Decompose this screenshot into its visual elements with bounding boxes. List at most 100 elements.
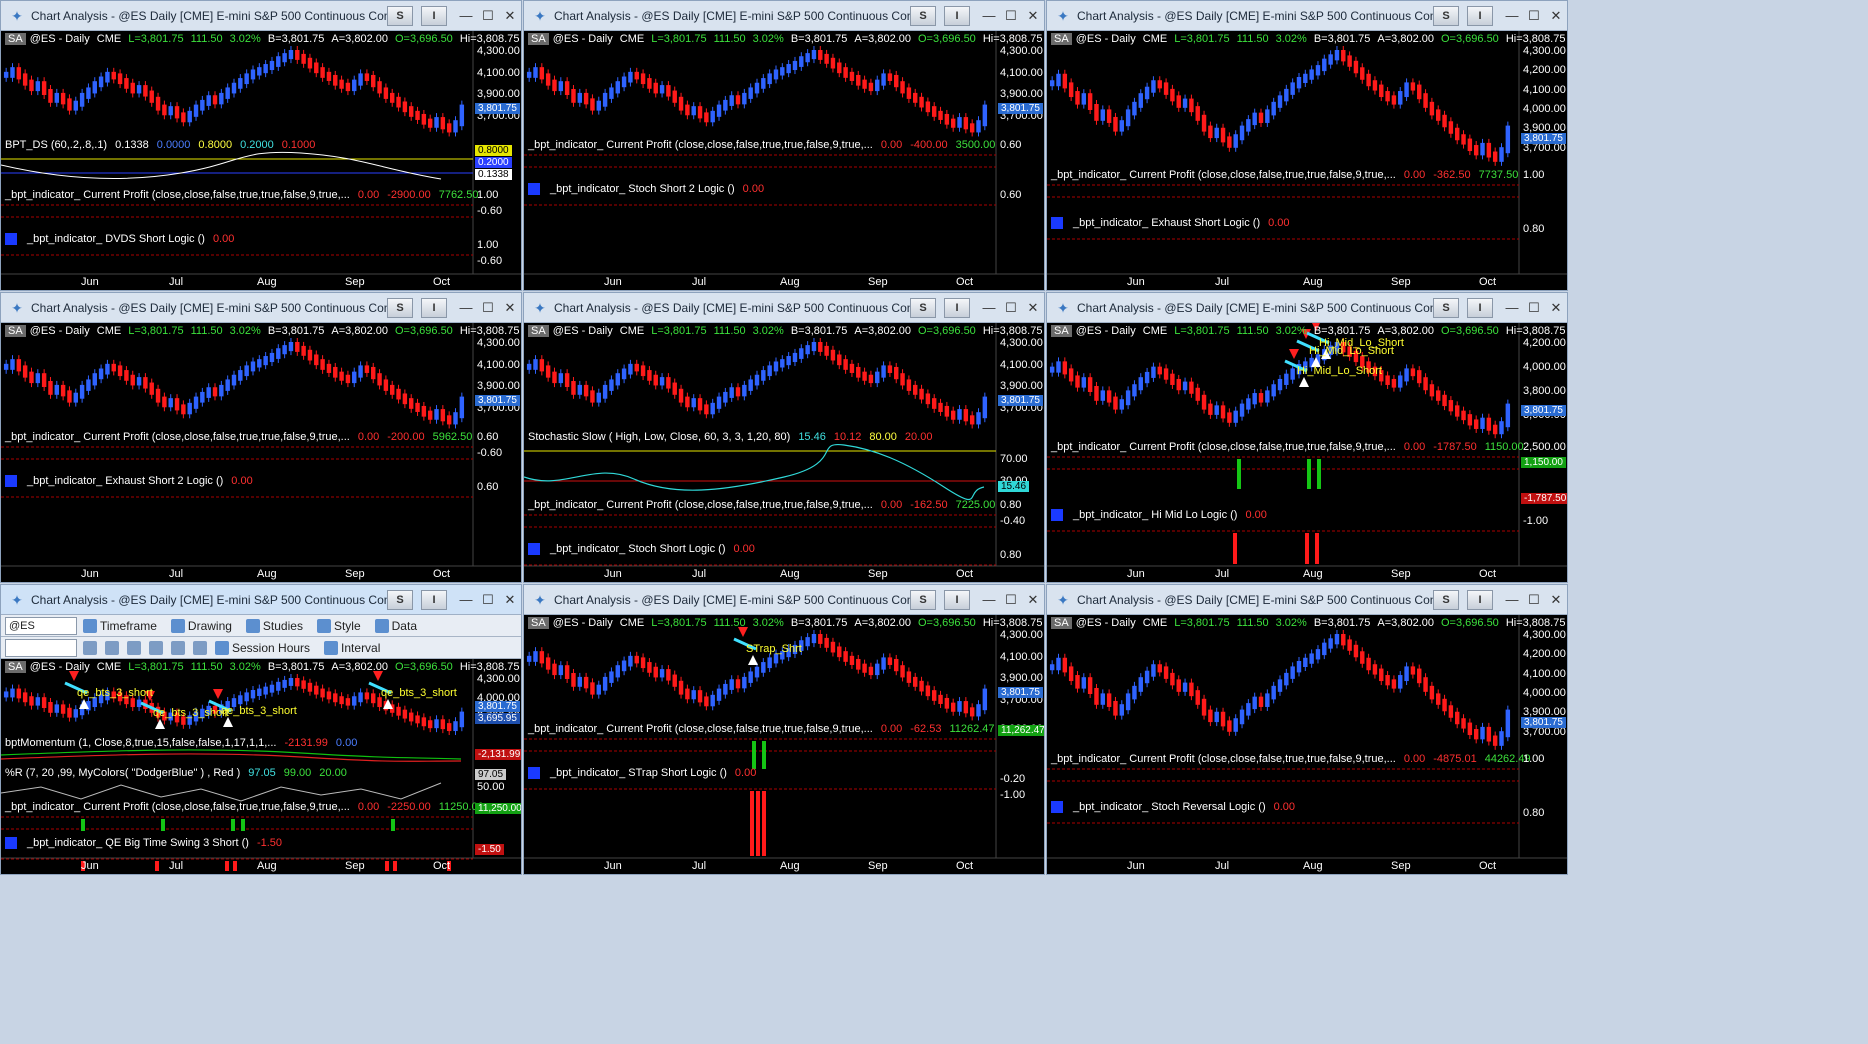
minimize-icon[interactable]: — (459, 592, 473, 607)
close-icon[interactable]: ✕ (1550, 591, 1562, 607)
interval-menu[interactable]: Interval (324, 640, 380, 655)
chart-window[interactable]: ✦ Chart Analysis - @ES Daily [CME] E-mini… (523, 0, 1045, 291)
maximize-icon[interactable]: ☐ (1005, 7, 1017, 23)
window-titlebar[interactable]: ✦ Chart Analysis - @ES Daily [CME] E-mini… (524, 1, 1044, 31)
studies-menu[interactable]: Studies (245, 618, 303, 633)
logic-legend[interactable]: _bpt_indicator_ Hi Mid Lo Logic () 0.00 (1051, 509, 1267, 522)
maximize-icon[interactable]: ☐ (1528, 591, 1540, 607)
chart-body[interactable]: SA @ES - Daily CME L=3,801.75 111.50 3.02% B=3… (1047, 31, 1567, 290)
s-link-button[interactable]: S (1433, 589, 1459, 610)
close-icon[interactable]: ✕ (1550, 299, 1562, 315)
indicator-legend[interactable]: _bpt_indicator_ Current Profit (close,cl… (5, 189, 478, 201)
logic-legend[interactable]: _bpt_indicator_ DVDS Short Logic () 0.00 (5, 233, 234, 246)
chart-window[interactable]: ✦ Chart Analysis - @ES Daily [CME] E-mini… (0, 584, 522, 875)
sa-badge[interactable]: SA (528, 617, 549, 629)
toolbar-tool-icon[interactable] (149, 640, 163, 655)
indicator-legend[interactable]: %R (7, 20 ,99, MyColors( "DodgerBlue" ) … (5, 767, 347, 779)
chart-window[interactable]: ✦ Chart Analysis - @ES Daily [CME] E-mini… (1046, 292, 1568, 583)
i-link-button[interactable]: I (1467, 297, 1493, 318)
sa-badge[interactable]: SA (5, 33, 26, 45)
minimize-icon[interactable]: — (982, 592, 996, 607)
chart-window[interactable]: ✦ Chart Analysis - @ES Daily [CME] E-mini… (523, 584, 1045, 875)
i-link-button[interactable]: I (421, 589, 447, 610)
chart-window[interactable]: ✦ Chart Analysis - @ES Daily [CME] E-mini… (523, 292, 1045, 583)
minimize-icon[interactable]: — (1505, 300, 1519, 315)
window-titlebar[interactable]: ✦ Chart Analysis - @ES Daily [CME] E-mini… (1, 585, 521, 615)
indicator-legend[interactable]: _bpt_indicator_ Current Profit (close,cl… (1051, 441, 1524, 453)
maximize-icon[interactable]: ☐ (482, 7, 494, 23)
style-menu[interactable]: Style (316, 618, 361, 633)
indicator-legend[interactable]: BPT_DS (60,.2,.8,.1) 0.1338 0.0000 0.8000 0.… (5, 139, 315, 151)
window-titlebar[interactable]: ✦ Chart Analysis - @ES Daily [CME] E-mini… (524, 293, 1044, 323)
indicator-legend[interactable]: _bpt_indicator_ Current Profit (close,cl… (5, 801, 484, 813)
logic-legend[interactable]: _bpt_indicator_ Stoch Short Logic () 0.00 (528, 543, 755, 556)
maximize-icon[interactable]: ☐ (1005, 299, 1017, 315)
i-link-button[interactable]: I (944, 589, 970, 610)
maximize-icon[interactable]: ☐ (482, 299, 494, 315)
chart-body[interactable]: SA @ES - Daily CME L=3,801.75 111.50 3.02% B=3… (1, 659, 521, 874)
logic-legend[interactable]: _bpt_indicator_ Stoch Short 2 Logic () 0.… (528, 183, 764, 196)
indicator-legend[interactable]: Stochastic Slow ( High, Low, Close, 60, … (528, 431, 932, 443)
i-link-button[interactable]: I (1467, 5, 1493, 26)
session-hours-menu[interactable]: Session Hours (215, 640, 310, 655)
indicator-legend[interactable]: _bpt_indicator_ Current Profit (close,cl… (1051, 753, 1531, 765)
chart-body[interactable]: SA @ES - Daily CME L=3,801.75 111.50 3.02% B=3… (1, 31, 521, 290)
window-titlebar[interactable]: ✦ Chart Analysis - @ES Daily [CME] E-mini… (1047, 585, 1567, 615)
window-titlebar[interactable]: ✦ Chart Analysis - @ES Daily [CME] E-mini… (524, 585, 1044, 615)
timeframe-menu[interactable]: Timeframe (83, 618, 157, 633)
window-titlebar[interactable]: ✦ Chart Analysis - @ES Daily [CME] E-mini… (1, 1, 521, 31)
logic-legend[interactable]: _bpt_indicator_ QE Big Time Swing 3 Shor… (5, 837, 282, 850)
chart-body[interactable]: SA @ES - Daily CME L=3,801.75 111.50 3.02% B=3… (524, 615, 1044, 874)
indicator-legend[interactable]: _bpt_indicator_ Current Profit (close,cl… (1051, 169, 1518, 181)
s-link-button[interactable]: S (387, 589, 413, 610)
chart-window[interactable]: ✦ Chart Analysis - @ES Daily [CME] E-mini… (0, 0, 522, 291)
window-titlebar[interactable]: ✦ Chart Analysis - @ES Daily [CME] E-mini… (1047, 293, 1567, 323)
chart-body[interactable]: SA @ES - Daily CME L=3,801.75 111.50 3.02% B=3… (524, 31, 1044, 290)
maximize-icon[interactable]: ☐ (1528, 7, 1540, 23)
logic-legend[interactable]: _bpt_indicator_ Exhaust Short Logic () 0.… (1051, 217, 1290, 230)
chart-body[interactable]: SA @ES - Daily CME L=3,801.75 111.50 3.02% B=3… (1047, 323, 1567, 582)
chart-body[interactable]: SA @ES - Daily CME L=3,801.75 111.50 3.02% B=3… (524, 323, 1044, 582)
i-link-button[interactable]: I (944, 5, 970, 26)
s-link-button[interactable]: S (1433, 297, 1459, 318)
maximize-icon[interactable]: ☐ (1005, 591, 1017, 607)
close-icon[interactable]: ✕ (504, 299, 516, 315)
s-link-button[interactable]: S (387, 5, 413, 26)
close-icon[interactable]: ✕ (1027, 591, 1039, 607)
i-link-button[interactable]: I (1467, 589, 1493, 610)
close-icon[interactable]: ✕ (1027, 299, 1039, 315)
logic-legend[interactable]: _bpt_indicator_ Exhaust Short 2 Logic ()… (5, 475, 253, 488)
s-link-button[interactable]: S (1433, 5, 1459, 26)
minimize-icon[interactable]: — (1505, 8, 1519, 23)
minimize-icon[interactable]: — (982, 8, 996, 23)
chart-window[interactable]: ✦ Chart Analysis - @ES Daily [CME] E-mini… (1046, 0, 1568, 291)
close-icon[interactable]: ✕ (1550, 7, 1562, 23)
i-link-button[interactable]: I (944, 297, 970, 318)
data-menu[interactable]: Data (374, 618, 417, 633)
indicator-legend[interactable]: _bpt_indicator_ Current Profit (close,cl… (528, 139, 995, 151)
indicator-legend[interactable]: bptMomentum (1, Close,8,true,15,false,fa… (5, 737, 357, 749)
toolbar-tool-icon[interactable] (171, 640, 185, 655)
indicator-legend[interactable]: _bpt_indicator_ Current Profit (close,cl… (528, 499, 995, 511)
minimize-icon[interactable]: — (459, 8, 473, 23)
s-link-button[interactable]: S (387, 297, 413, 318)
minimize-icon[interactable]: — (982, 300, 996, 315)
indicator-legend[interactable]: _bpt_indicator_ Current Profit (close,cl… (5, 431, 472, 443)
maximize-icon[interactable]: ☐ (1528, 299, 1540, 315)
close-icon[interactable]: ✕ (504, 591, 516, 607)
maximize-icon[interactable]: ☐ (482, 591, 494, 607)
minimize-icon[interactable]: — (1505, 592, 1519, 607)
chart-body[interactable]: SA @ES - Daily CME L=3,801.75 111.50 3.02% B=3… (1, 323, 521, 582)
chart-window[interactable]: ✦ Chart Analysis - @ES Daily [CME] E-mini… (1046, 584, 1568, 875)
i-link-button[interactable]: I (421, 5, 447, 26)
minimize-icon[interactable]: — (459, 300, 473, 315)
chart-body[interactable]: SA @ES - Daily CME L=3,801.75 111.50 3.02% B=3… (1047, 615, 1567, 874)
indicator-legend[interactable]: _bpt_indicator_ Current Profit (close,cl… (528, 723, 995, 735)
logic-legend[interactable]: _bpt_indicator_ Stoch Reversal Logic () 0… (1051, 801, 1295, 814)
sa-badge[interactable]: SA (1051, 33, 1072, 45)
drawing-menu[interactable]: Drawing (170, 618, 232, 633)
toolbar-tool-icon[interactable] (105, 640, 119, 655)
chart-window[interactable]: ✦ Chart Analysis - @ES Daily [CME] E-mini… (0, 292, 522, 583)
sa-badge[interactable]: SA (1051, 325, 1072, 337)
close-icon[interactable]: ✕ (504, 7, 516, 23)
